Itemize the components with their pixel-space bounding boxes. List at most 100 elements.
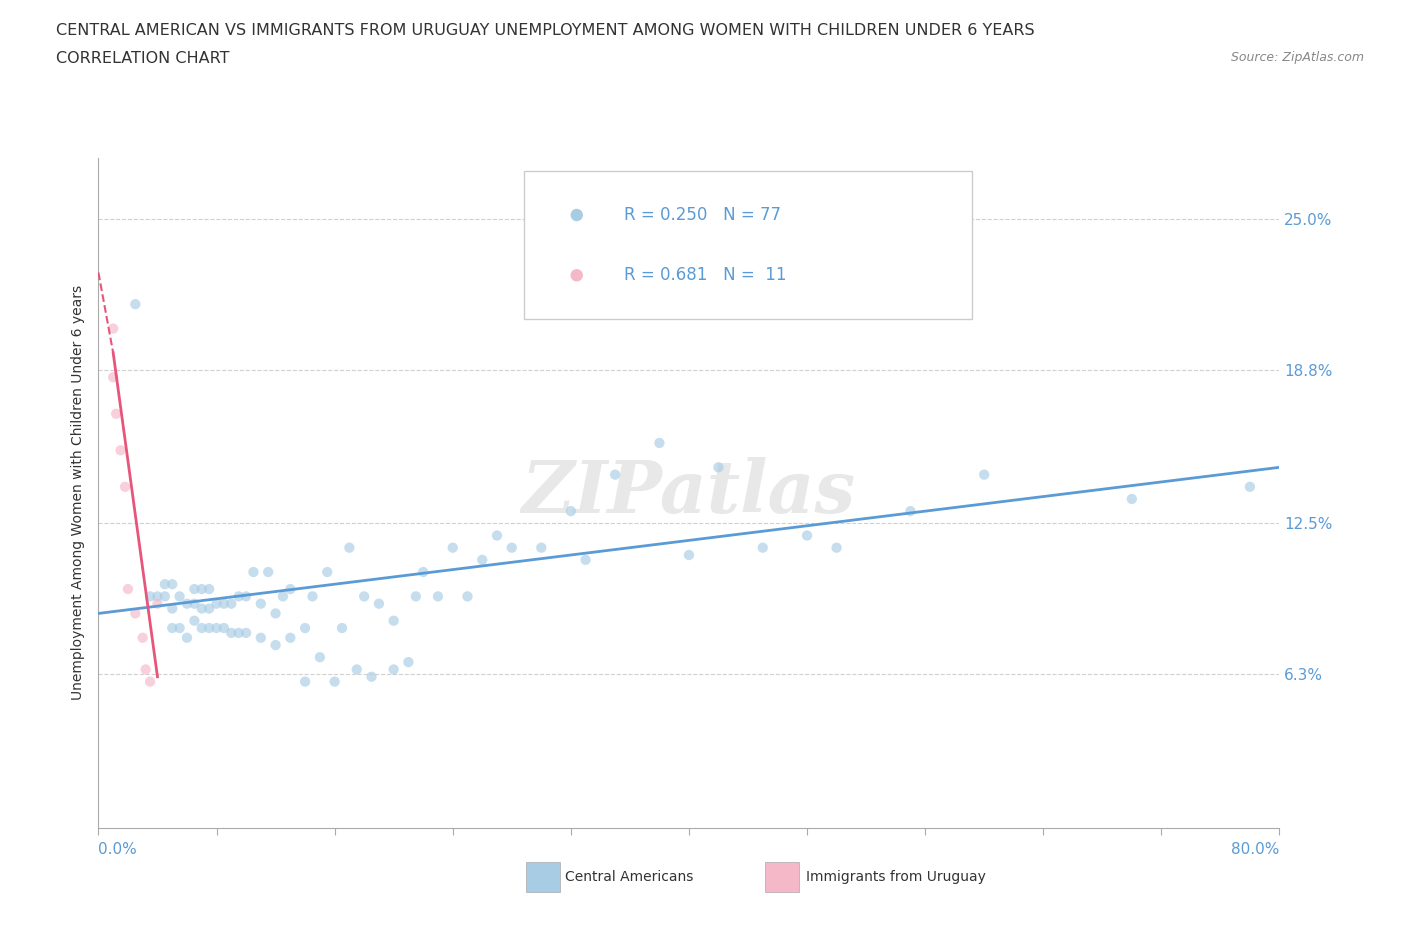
FancyBboxPatch shape xyxy=(523,171,973,319)
Point xyxy=(219,626,242,641)
Point xyxy=(250,631,273,645)
Text: 80.0%: 80.0% xyxy=(1232,842,1279,857)
Point xyxy=(235,589,257,604)
Point xyxy=(396,655,419,670)
Point xyxy=(825,540,848,555)
Point xyxy=(235,626,257,641)
Text: Immigrants from Uruguay: Immigrants from Uruguay xyxy=(806,870,986,884)
Point xyxy=(176,631,198,645)
Point xyxy=(124,606,146,621)
Point xyxy=(205,596,228,611)
Text: R = 0.250   N = 77: R = 0.250 N = 77 xyxy=(624,206,780,224)
Point xyxy=(124,297,146,312)
Point xyxy=(456,589,478,604)
Point xyxy=(198,581,221,596)
Point xyxy=(678,548,700,563)
Point xyxy=(294,674,316,689)
Point xyxy=(219,596,242,611)
Point xyxy=(250,596,273,611)
Point xyxy=(1121,492,1143,507)
Point xyxy=(103,321,125,336)
Point xyxy=(146,596,169,611)
Point xyxy=(796,528,818,543)
Point xyxy=(183,581,205,596)
Point xyxy=(278,581,302,596)
Point xyxy=(153,589,176,604)
Point xyxy=(648,435,671,450)
Point xyxy=(501,540,523,555)
Point xyxy=(146,589,169,604)
Point xyxy=(405,589,427,604)
Point xyxy=(212,620,235,635)
Text: ZIPatlas: ZIPatlas xyxy=(522,458,856,528)
Point xyxy=(176,596,198,611)
Text: Central Americans: Central Americans xyxy=(565,870,693,884)
Text: CORRELATION CHART: CORRELATION CHART xyxy=(56,51,229,66)
Point xyxy=(560,504,582,519)
Point xyxy=(316,565,339,579)
Point xyxy=(339,540,360,555)
Point xyxy=(471,552,494,567)
Point xyxy=(135,662,157,677)
Point xyxy=(330,620,353,635)
Point xyxy=(751,540,773,555)
Point xyxy=(191,581,214,596)
Point xyxy=(574,552,596,567)
Point xyxy=(205,620,228,635)
Point xyxy=(162,577,183,591)
Point xyxy=(153,577,176,591)
Point xyxy=(271,589,294,604)
Point xyxy=(323,674,346,689)
Point xyxy=(973,467,995,482)
Point xyxy=(183,613,205,628)
Point xyxy=(353,589,375,604)
Point xyxy=(707,460,730,475)
Point xyxy=(139,674,162,689)
Point xyxy=(228,589,250,604)
Text: R = 0.681   N =  11: R = 0.681 N = 11 xyxy=(624,266,786,285)
Point xyxy=(132,631,155,645)
Point xyxy=(900,504,922,519)
Point xyxy=(264,638,287,653)
Point xyxy=(169,589,191,604)
Point xyxy=(110,443,132,458)
Point xyxy=(605,467,627,482)
Point xyxy=(530,540,553,555)
Point xyxy=(309,650,332,665)
Point xyxy=(301,589,323,604)
Point xyxy=(183,596,205,611)
Point xyxy=(412,565,434,579)
Point xyxy=(427,589,450,604)
Point xyxy=(368,596,391,611)
Text: CENTRAL AMERICAN VS IMMIGRANTS FROM URUGUAY UNEMPLOYMENT AMONG WOMEN WITH CHILDR: CENTRAL AMERICAN VS IMMIGRANTS FROM URUG… xyxy=(56,23,1035,38)
Y-axis label: Unemployment Among Women with Children Under 6 years: Unemployment Among Women with Children U… xyxy=(72,286,86,700)
Point xyxy=(103,370,125,385)
Point xyxy=(242,565,264,579)
Point xyxy=(198,601,221,616)
Point xyxy=(1239,479,1261,494)
Point xyxy=(169,620,191,635)
Point xyxy=(191,620,214,635)
Point xyxy=(114,479,136,494)
Text: 0.0%: 0.0% xyxy=(98,842,138,857)
Point xyxy=(117,581,139,596)
Point xyxy=(105,406,128,421)
Point xyxy=(139,589,162,604)
Point xyxy=(278,631,302,645)
Point xyxy=(486,528,509,543)
Point xyxy=(360,670,382,684)
Text: Source: ZipAtlas.com: Source: ZipAtlas.com xyxy=(1230,51,1364,64)
Point xyxy=(162,601,183,616)
Point xyxy=(198,620,221,635)
Point xyxy=(382,613,405,628)
Point xyxy=(228,626,250,641)
Point xyxy=(346,662,368,677)
Point xyxy=(212,596,235,611)
Point xyxy=(162,620,183,635)
Point xyxy=(441,540,464,555)
Point xyxy=(382,662,405,677)
Point xyxy=(264,606,287,621)
Point xyxy=(191,601,214,616)
Point xyxy=(257,565,280,579)
Point xyxy=(294,620,316,635)
